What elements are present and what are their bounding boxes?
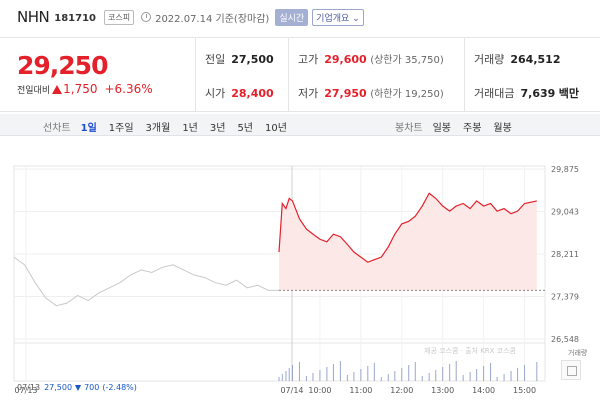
data-provider-note: 제공 코스콤 · 출처 KRX 코스콤 [424, 347, 516, 355]
stat-trade-value: 거래대금 7,639 백만 [474, 85, 579, 101]
stat-label: 저가 [298, 87, 319, 100]
stat-label: 시가 [205, 87, 226, 100]
prev-date: 07/13 [17, 383, 41, 392]
stat-label: 고가 [298, 53, 319, 66]
x-tick-label: 07/13 [14, 386, 37, 395]
stat-value: 27,950 [324, 87, 367, 100]
tab-daily[interactable]: 일봉 [432, 123, 452, 134]
stock-code: 181710 [54, 12, 96, 24]
tab-weekly[interactable]: 주봉 [463, 123, 482, 134]
divider [195, 38, 196, 111]
today-price-line [278, 192, 537, 263]
stat-label: 거래대금 [474, 87, 515, 100]
tab-1d[interactable]: 1일 [80, 123, 97, 134]
y-tick-label: 28,211 [551, 250, 579, 259]
change-row: 전일대비 1,750 +6.36% [17, 82, 153, 96]
y-tick-label: 27,379 [551, 293, 579, 302]
basis-date: 2022.07.14 기준(장마감) [155, 13, 270, 25]
y-tick-label: 26,548 [551, 335, 579, 344]
line-chart-label: 선차트 [43, 123, 71, 134]
down-triangle-icon [75, 384, 82, 391]
expand-icon[interactable] [561, 360, 581, 380]
current-price: 29,250 [17, 51, 108, 80]
stat-value: 27,500 [231, 53, 274, 66]
x-tick-label: 11:00 [349, 386, 372, 395]
quote-panel: 29,250 전일대비 1,750 +6.36% 전일 27,500 고가 29,6… [0, 37, 600, 112]
tab-monthly[interactable]: 월봉 [493, 123, 512, 134]
stock-name: NHN [17, 8, 50, 26]
change-label: 전일대비 [17, 85, 51, 96]
divider [288, 38, 289, 111]
upper-limit: (상한가 35,750) [370, 55, 444, 66]
realtime-button[interactable]: 실시간 [275, 8, 309, 26]
stat-open: 시가 28,400 [205, 85, 274, 101]
x-tick-label: 07/14 [280, 386, 303, 395]
price-chart-svg: 29,875 29,043 28,211 27,379 26,548 07/13 07/14… [13, 165, 579, 395]
stat-prev: 전일 27,500 [205, 51, 274, 67]
divider [464, 38, 465, 111]
up-triangle-icon [52, 84, 63, 94]
y-tick-label: 29,875 [551, 165, 579, 174]
stats-grid: 전일 27,500 고가 29,600 (상한가 35,750) 거래량 264,51… [195, 38, 600, 111]
prev-close: 27,500 [44, 383, 73, 392]
stat-label: 거래량 [474, 53, 505, 66]
candle-chart-tabs: 봉차트 일봉 주봉 월봉 [395, 119, 524, 134]
price-chart[interactable]: 29,875 29,043 28,211 27,379 26,548 07/13 07/14… [0, 150, 600, 407]
stat-volume: 거래량 264,512 [474, 51, 560, 67]
x-tick-label: 14:00 [472, 386, 495, 395]
stat-high: 고가 29,600 (상한가 35,750) [298, 51, 444, 67]
tab-3m[interactable]: 3개월 [145, 123, 171, 134]
stock-header: NHN 181710 코스피 2022.07.14 기준(장마감) 실시간 기업… [0, 0, 600, 34]
candle-chart-label: 봉차트 [395, 123, 423, 134]
clock-icon [141, 12, 152, 22]
change-percent: +6.36% [104, 82, 153, 96]
stat-label: 전일 [205, 53, 226, 66]
tab-3y[interactable]: 3년 [209, 123, 226, 134]
y-tick-label: 29,043 [551, 208, 579, 217]
line-chart-tabs: 선차트 1일 1주일 3개월 1년 3년 5년 10년 [43, 119, 299, 134]
market-badge: 코스피 [103, 9, 135, 25]
prev-day-summary: 07/13 27,500 700 (-2.48%) [17, 383, 137, 392]
prev-change-percent: (-2.48%) [102, 383, 137, 392]
x-tick-label: 13:00 [431, 386, 454, 395]
tab-5y[interactable]: 5년 [237, 123, 253, 134]
stat-value: 29,600 [324, 53, 367, 66]
today-area-fill [279, 193, 537, 291]
stat-value: 7,639 [520, 87, 556, 100]
tab-1y[interactable]: 1년 [182, 123, 198, 134]
volume-axis-label: 거래량 [568, 349, 588, 357]
tab-10y[interactable]: 10년 [265, 123, 287, 134]
lower-limit: (하한가 19,250) [370, 89, 444, 100]
x-tick-label: 15:00 [513, 386, 536, 395]
tab-1w[interactable]: 1주일 [108, 123, 134, 134]
stat-unit: 백만 [558, 87, 580, 100]
stat-value: 28,400 [231, 87, 274, 100]
x-tick-label: 12:00 [390, 386, 413, 395]
stat-value: 264,512 [510, 53, 561, 66]
prev-day-line [13, 256, 279, 307]
stat-low: 저가 27,950 (하한가 19,250) [298, 85, 444, 101]
change-amount: 1,750 [63, 82, 98, 96]
company-info-button[interactable]: 기업개요 ⌄ [312, 8, 364, 26]
x-tick-label: 10:00 [308, 386, 331, 395]
chart-tabs: 선차트 1일 1주일 3개월 1년 3년 5년 10년 봉차트 일봉 주봉 월봉 [0, 114, 600, 136]
prev-change: 700 [84, 383, 100, 392]
